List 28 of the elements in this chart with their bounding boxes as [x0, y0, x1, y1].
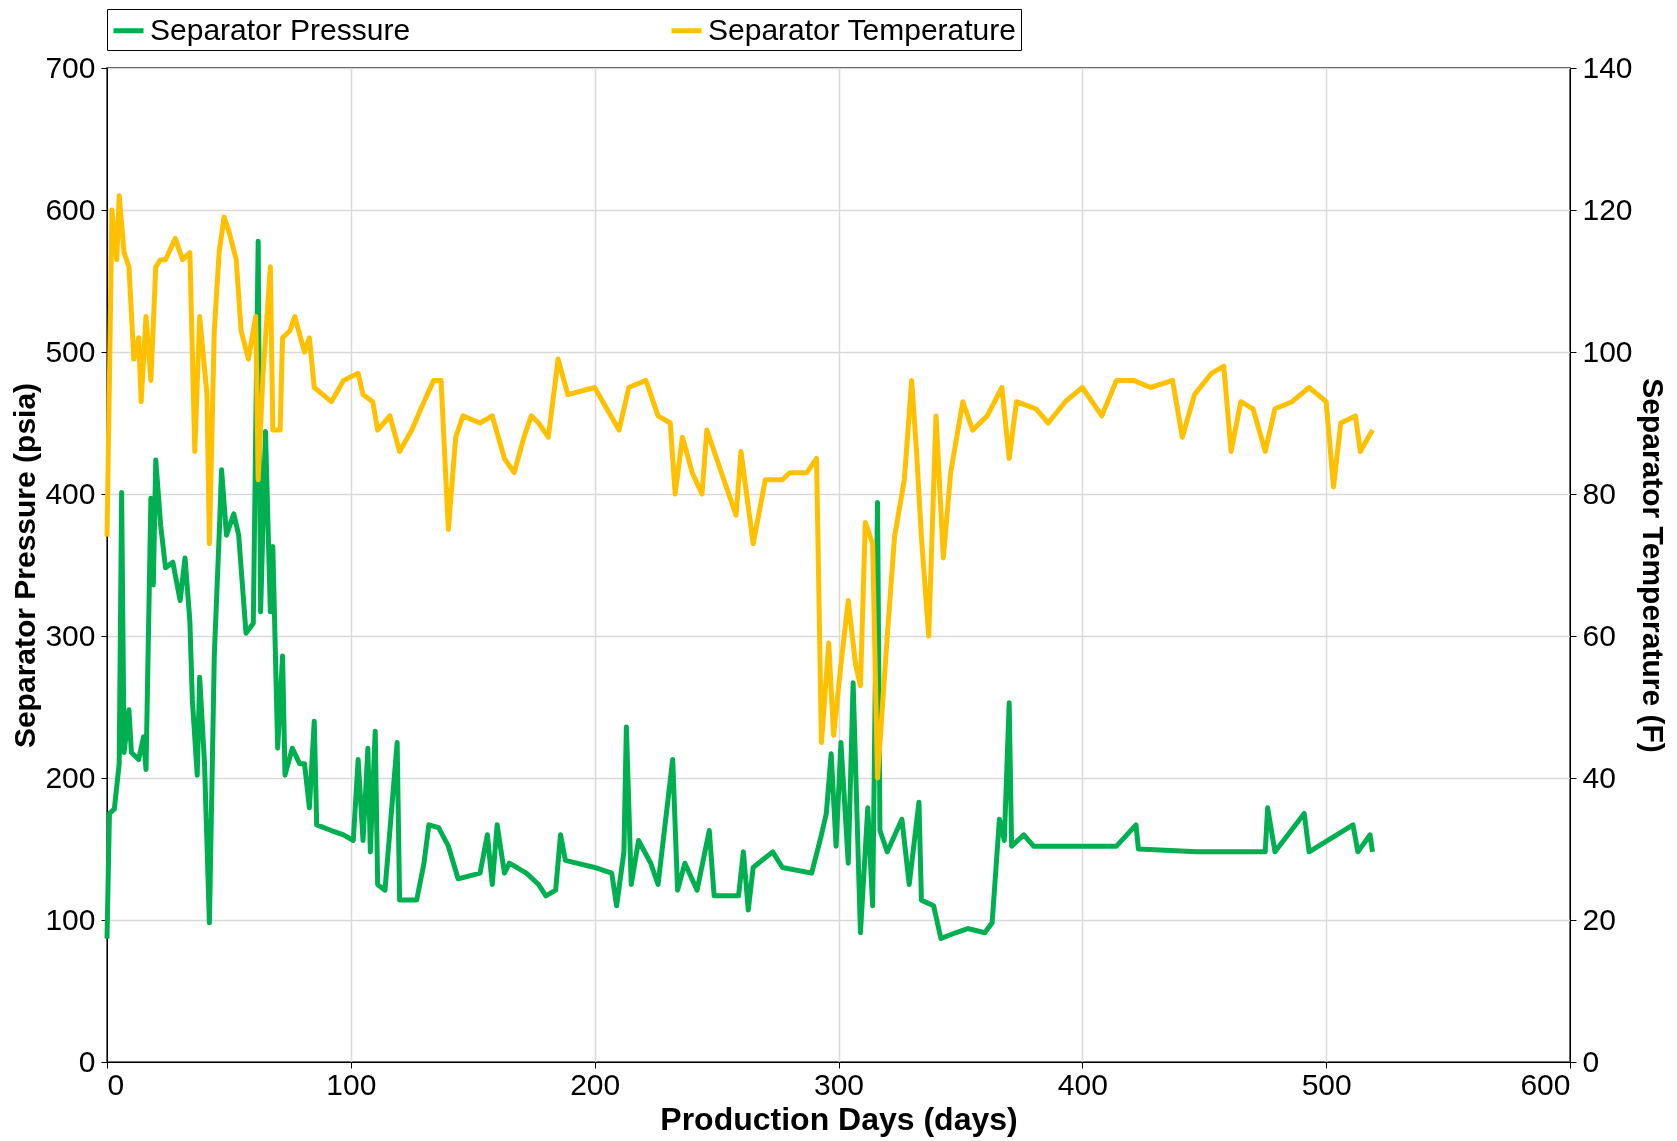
- y-tick-label: 200: [45, 760, 96, 794]
- y2-tick-label: 80: [1582, 476, 1616, 510]
- y-tick-label: 0: [78, 1044, 96, 1078]
- x-tick-label: 200: [570, 1067, 621, 1101]
- y-tick-label: 400: [45, 476, 96, 510]
- y2-tick-label: 40: [1582, 760, 1616, 794]
- y-tick-label: 100: [45, 902, 96, 936]
- y-tick-label: 700: [45, 50, 96, 84]
- y2-tick-label: 140: [1582, 50, 1633, 84]
- x-axis-title: Production Days (days): [660, 1100, 1018, 1137]
- y2-tick-label: 60: [1582, 618, 1616, 652]
- y2-tick-label: 20: [1582, 902, 1616, 936]
- x-tick-label: 300: [813, 1067, 865, 1101]
- x-tick-label: 100: [326, 1067, 377, 1101]
- x-tick-label: 400: [1057, 1067, 1108, 1101]
- y2-tick-label: 0: [1582, 1044, 1600, 1078]
- y-axis-title: Separator Pressure (psia): [8, 382, 42, 749]
- x-tick-label: 500: [1301, 1067, 1352, 1101]
- y-tick-label: 300: [45, 618, 96, 652]
- legend-label: Separator Temperature: [708, 12, 1016, 46]
- y-tick-label: 500: [45, 334, 96, 368]
- y2-tick-label: 120: [1582, 192, 1633, 226]
- y-tick-label: 600: [45, 192, 96, 226]
- y2-axis-title: Separator Temperature (F): [1636, 378, 1670, 753]
- x-tick-label: 0: [107, 1067, 125, 1101]
- x-tick-label: 600: [1520, 1067, 1571, 1101]
- y2-tick-label: 100: [1582, 334, 1633, 368]
- legend-label: Separator Pressure: [150, 12, 411, 46]
